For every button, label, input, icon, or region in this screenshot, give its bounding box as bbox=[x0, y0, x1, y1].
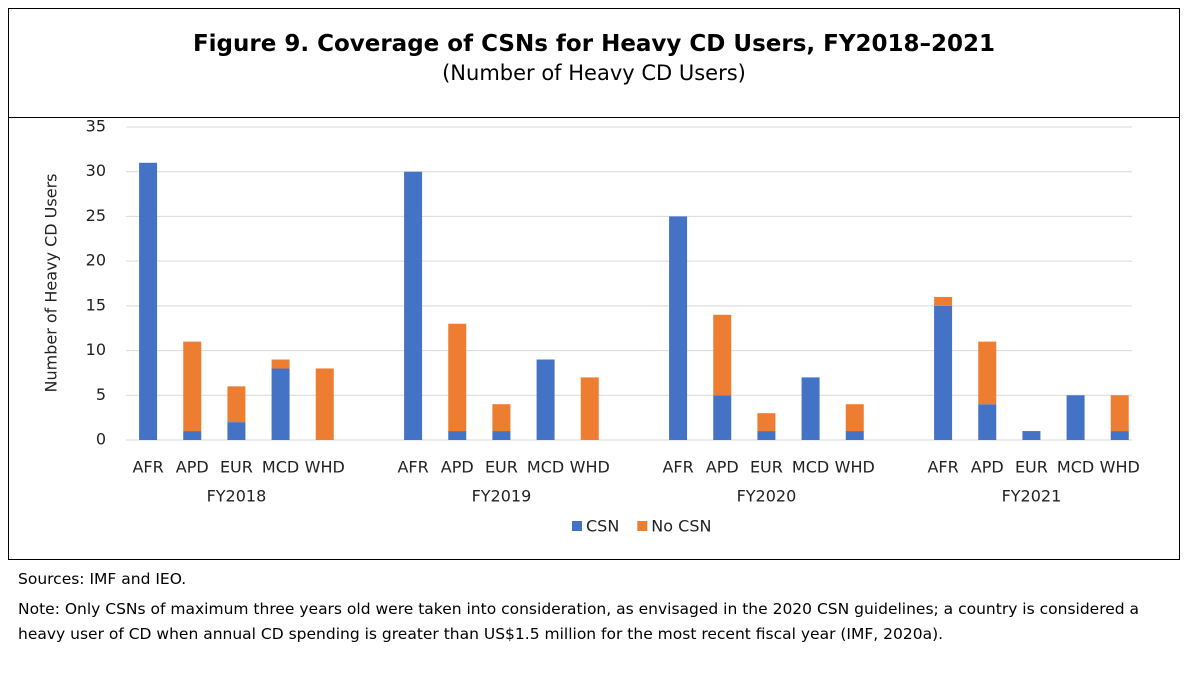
x-tick-label: AFR bbox=[132, 458, 163, 477]
title: Figure 9. Coverage of CSNs for Heavy CD … bbox=[192, 31, 996, 57]
note: Note: Only CSNs of maximum three years o… bbox=[18, 600, 1140, 643]
bar-segment bbox=[1066, 395, 1085, 440]
bar-segment bbox=[845, 404, 864, 432]
bar-segment bbox=[1110, 395, 1129, 432]
bar-segment bbox=[978, 341, 997, 405]
bar-segment bbox=[183, 431, 202, 440]
bar-segment bbox=[227, 422, 246, 440]
legend-label: No CSN bbox=[651, 517, 711, 536]
y-tick-label: 25 bbox=[86, 206, 106, 225]
group-label: FY2018 bbox=[207, 487, 267, 506]
x-tick-label: WHD bbox=[305, 458, 345, 477]
bar-segment bbox=[448, 431, 467, 440]
x-tick-label: WHD bbox=[570, 458, 610, 477]
bar-segment bbox=[978, 404, 997, 440]
x-tick-label: MCD bbox=[262, 458, 299, 477]
bar-segment bbox=[713, 314, 732, 396]
legend-swatch bbox=[572, 521, 582, 531]
figure-frame: Figure 9. Coverage of CSNs for Heavy CD … bbox=[8, 8, 1180, 560]
x-tick-label: EUR bbox=[1015, 458, 1048, 477]
group-label: FY2020 bbox=[737, 487, 797, 506]
y-tick-label: 0 bbox=[96, 430, 106, 449]
x-tick-label: EUR bbox=[220, 458, 253, 477]
subtitle: (Number of Heavy CD Users) bbox=[442, 61, 746, 85]
bar-segment bbox=[1022, 431, 1041, 440]
bar-segment bbox=[315, 368, 334, 440]
bar-segment bbox=[713, 395, 732, 440]
x-tick-label: EUR bbox=[485, 458, 518, 477]
y-tick-label: 20 bbox=[86, 251, 106, 270]
group-label: FY2021 bbox=[1002, 487, 1062, 506]
x-tick-label: AFR bbox=[662, 458, 693, 477]
bar-segment bbox=[448, 323, 467, 432]
x-tick-label: EUR bbox=[750, 458, 783, 477]
bar-segment bbox=[757, 431, 776, 440]
x-tick-label: APD bbox=[176, 458, 209, 477]
x-tick-label: MCD bbox=[527, 458, 564, 477]
bar-segment bbox=[580, 377, 599, 440]
y-tick-label: 10 bbox=[86, 340, 106, 359]
x-tick-label: WHD bbox=[1100, 458, 1140, 477]
bar-segment bbox=[934, 305, 953, 440]
y-tick-label: 5 bbox=[96, 385, 106, 404]
legend-swatch bbox=[637, 521, 648, 531]
x-tick-label: APD bbox=[971, 458, 1004, 477]
bar-segment bbox=[1110, 431, 1129, 440]
x-tick-label: AFR bbox=[397, 458, 428, 477]
bar-segment bbox=[801, 377, 820, 440]
header: Figure 9. Coverage of CSNs for Heavy CD … bbox=[9, 9, 1179, 118]
bar-segment bbox=[845, 431, 864, 440]
y-tick-label: 30 bbox=[86, 161, 106, 180]
x-tick-label: MCD bbox=[1057, 458, 1094, 477]
legend-label: CSN bbox=[586, 517, 619, 536]
bar-segment bbox=[271, 359, 290, 369]
chart: Number of Heavy CD Users 0 5 10 15 20 25 30 35 A… bbox=[42, 117, 1140, 536]
sources: Sources: IMF and IEO. bbox=[18, 570, 187, 588]
y-axis-label: Number of Heavy CD Users bbox=[42, 174, 61, 393]
bar-segment bbox=[934, 296, 953, 306]
x-tick-label: WHD bbox=[835, 458, 875, 477]
bar-segment bbox=[183, 341, 202, 432]
x-tick-label: APD bbox=[706, 458, 739, 477]
bar-segment bbox=[757, 413, 776, 432]
bar-segment bbox=[404, 171, 423, 440]
y-tick-label: 35 bbox=[86, 117, 106, 136]
x-tick-label: AFR bbox=[927, 458, 958, 477]
bar-segment bbox=[492, 404, 511, 432]
bar-segment bbox=[536, 359, 555, 440]
y-tick-label: 15 bbox=[86, 295, 106, 314]
x-tick-label: MCD bbox=[792, 458, 829, 477]
bar-segment bbox=[227, 386, 246, 423]
group-label: FY2019 bbox=[472, 487, 532, 506]
bar-segment bbox=[492, 431, 511, 440]
bar-segment bbox=[271, 368, 290, 440]
bar-segment bbox=[669, 216, 688, 440]
bar-segment bbox=[139, 162, 158, 440]
x-tick-label: APD bbox=[441, 458, 474, 477]
